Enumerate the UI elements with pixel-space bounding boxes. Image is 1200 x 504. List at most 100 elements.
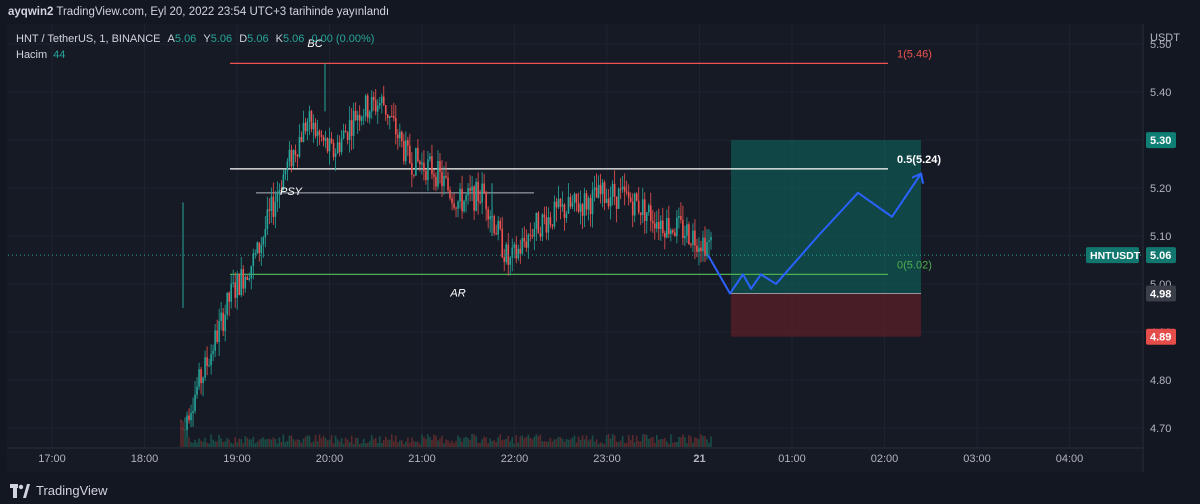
volume-bar — [523, 438, 526, 447]
wyckoff-annotation-bc: BC — [307, 38, 322, 50]
last-price-label: 5.06 — [1150, 250, 1171, 262]
volume-bar — [561, 438, 564, 447]
volume-bar — [304, 436, 307, 447]
last-price-badge — [1146, 247, 1176, 264]
volume-bar — [290, 435, 293, 447]
candle-body — [413, 174, 415, 176]
candle-body — [507, 244, 510, 265]
volume-bar — [527, 434, 530, 447]
candle-body — [204, 357, 206, 378]
volume-bar — [214, 441, 216, 447]
volume-bar — [639, 441, 642, 447]
volume-bar — [346, 439, 349, 447]
candle-body — [380, 96, 383, 104]
candle-body — [405, 140, 407, 162]
volume-bar — [690, 436, 692, 447]
candle-body — [246, 276, 249, 281]
volume-bar — [674, 442, 676, 447]
volume-bar — [194, 439, 196, 447]
time-tick-label: 04:00 — [1056, 453, 1084, 465]
candle-body — [395, 117, 397, 135]
price-badge-target — [1146, 132, 1176, 149]
candle-body — [310, 111, 313, 130]
volume-bar — [218, 434, 220, 447]
volume-bar — [660, 438, 662, 447]
candle-body — [208, 365, 210, 367]
volume-bar — [238, 438, 241, 447]
volume-bar — [443, 443, 445, 447]
candle-body — [350, 120, 353, 136]
volume-bar — [668, 443, 670, 447]
author-name[interactable]: ayqwin2 — [8, 6, 54, 18]
candle-body — [611, 183, 614, 197]
candle-body — [250, 265, 253, 279]
symbol-name[interactable]: HNT / TetherUS, 1, BINANCE — [16, 33, 161, 45]
volume-bar — [664, 438, 666, 447]
candle-body — [443, 175, 445, 187]
volume-bar — [515, 435, 518, 447]
candle-body — [511, 247, 514, 258]
price-badge-label: 5.30 — [1150, 135, 1171, 147]
candle-body — [633, 193, 636, 216]
volume-bar — [282, 434, 285, 447]
candle-body — [284, 170, 287, 175]
volume-bar — [688, 435, 690, 447]
volume-bar — [210, 434, 212, 447]
candle-body — [232, 282, 234, 284]
candle-body — [493, 216, 495, 234]
candle-body — [382, 96, 385, 106]
volume-bar — [565, 438, 568, 447]
candle-body — [615, 196, 618, 209]
volume-bar — [525, 436, 528, 447]
symbol-badge-label: HNTUSDT — [1090, 250, 1141, 262]
price-badge-entry — [1146, 285, 1176, 302]
candle-body — [330, 138, 333, 143]
candle-body — [292, 150, 295, 167]
brand-name: TradingView — [36, 483, 108, 498]
candle-body — [495, 233, 497, 235]
volume-bar — [686, 443, 688, 447]
chart-area[interactable] — [7, 24, 1193, 472]
candle-body — [411, 162, 413, 175]
candle-body — [262, 237, 265, 245]
candle-body — [370, 96, 373, 112]
candle-body — [362, 116, 365, 118]
volume-bar — [698, 439, 700, 447]
candle-body — [537, 212, 540, 234]
volume-bar — [473, 434, 475, 447]
volume-bar — [411, 437, 413, 447]
volume-bar — [186, 437, 188, 447]
volume-bar — [517, 442, 520, 447]
candle-body — [216, 330, 218, 342]
candle-body — [597, 184, 600, 198]
volume-bar — [445, 439, 447, 447]
candle-body — [664, 233, 666, 238]
wyckoff-annotation-psy: PSY — [280, 186, 303, 198]
candle-body — [682, 219, 684, 239]
open-value: 5.06 — [174, 33, 197, 45]
volume-bar — [228, 439, 230, 447]
tradingview-logo[interactable]: TradingView — [10, 483, 108, 498]
candle-body — [399, 131, 401, 139]
volume-bar — [589, 439, 592, 447]
candle-body — [274, 201, 277, 217]
volume-bar — [386, 439, 389, 447]
candle-body — [455, 207, 457, 209]
candle-body — [224, 314, 226, 331]
volume-bar — [635, 435, 638, 447]
fib-label: 1(5.46) — [897, 48, 932, 60]
candle-body — [449, 190, 451, 199]
candle-body — [700, 247, 702, 252]
time-tick-label: 21 — [693, 453, 705, 465]
candle-body — [571, 202, 574, 207]
volume-bar — [537, 436, 540, 447]
volume-bar — [350, 435, 353, 447]
candle-body — [407, 140, 409, 146]
volume-bar — [625, 442, 628, 447]
volume-bar — [354, 437, 357, 447]
candle-body — [686, 224, 688, 236]
volume-bar — [533, 436, 536, 447]
volume-bar — [382, 440, 385, 447]
volume-bar — [399, 440, 401, 447]
